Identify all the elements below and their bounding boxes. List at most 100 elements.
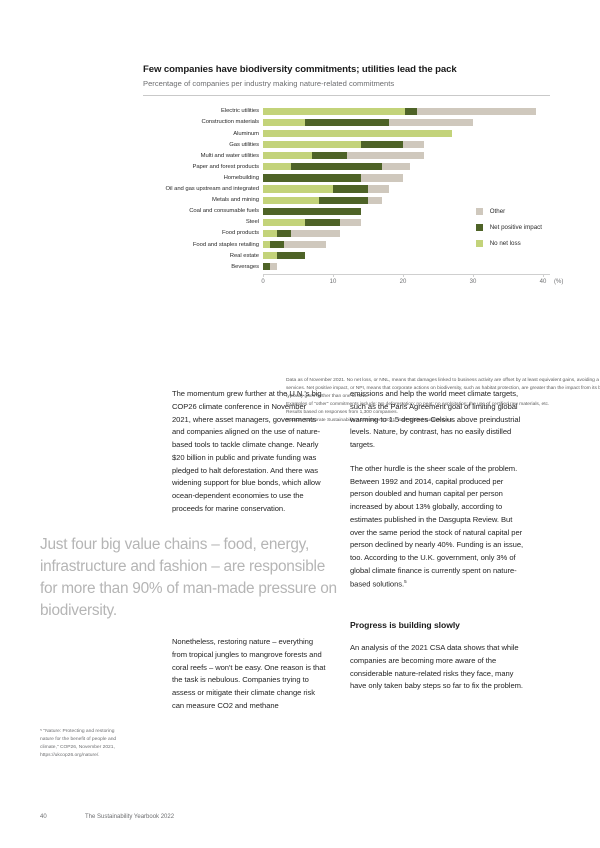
body-column-right-bottom: Progress is building slowly An analysis … [350, 620, 528, 704]
bar-segment [416, 107, 536, 115]
category-label: Steel [245, 219, 259, 226]
stacked-bar [263, 263, 277, 271]
axis-unit-label: (%) [554, 278, 564, 285]
bar-segment [270, 263, 277, 271]
category-label: Homebuilding [223, 174, 259, 181]
body-column-left-bottom: Nonetheless, restoring nature – everythi… [172, 636, 327, 724]
bar-segment [263, 218, 305, 226]
bar-segment [284, 240, 326, 249]
category-label: Multi and water utilities [200, 152, 259, 159]
category-label: Aluminum [233, 130, 259, 137]
stacked-bar [263, 196, 382, 204]
bar-row [263, 128, 550, 139]
paragraph-nonetheless: Nonetheless, restoring nature – everythi… [172, 637, 326, 710]
page-footer: 40 The Sustainability Yearbook 2022 [40, 814, 174, 820]
axis-tick [543, 273, 544, 277]
bar-segment [263, 207, 361, 215]
bar-row [263, 239, 550, 250]
section-heading: Progress is building slowly [350, 620, 460, 630]
bar-segment [263, 107, 406, 115]
footnote-text: ⁵ "Nature: Protecting and restoring natu… [40, 729, 117, 758]
bar-segment [403, 141, 424, 149]
footnote-marker-5: 5 [404, 578, 407, 584]
bar-segment [319, 196, 368, 204]
bar-segment [263, 152, 312, 160]
bar-row [263, 150, 550, 161]
bar-segment [263, 118, 305, 127]
bar-segment [263, 263, 270, 271]
chart-subtitle: Percentage of companies per industry mak… [143, 78, 395, 88]
bar-row [263, 106, 550, 117]
bar-row [263, 206, 550, 217]
bar-segment [361, 141, 403, 149]
chart-title: Few companies have biodiversity commitme… [143, 64, 457, 75]
stacked-bar [263, 118, 473, 127]
chart-note-line: Results based on responses from 1,300 co… [286, 409, 398, 415]
category-label: Real estate [229, 252, 259, 259]
paragraph-analysis: An analysis of the 2021 CSA data shows t… [350, 643, 523, 691]
axis-tick-label: 20 [399, 278, 407, 285]
bar-segment [291, 229, 340, 238]
axis-tick-label: 30 [469, 278, 477, 285]
stacked-bar [263, 141, 424, 149]
bar-row [263, 184, 550, 195]
category-label: Electric utilities [220, 108, 259, 115]
bar-segment [263, 196, 319, 204]
bar-segment [263, 185, 333, 193]
chart-note-line: Source: Corporate Sustainability Assessm… [286, 417, 454, 423]
category-label: Beverages [231, 263, 259, 270]
pull-quote: Just four big value chains – food, energ… [40, 536, 337, 619]
bar-segment [405, 107, 417, 115]
chart-block: Few companies have biodiversity commitme… [143, 64, 600, 423]
category-axis-labels: Electric utilities Construction materials… [143, 106, 259, 272]
axis-tick [403, 273, 404, 277]
bar-segment [340, 218, 361, 226]
bar-segment [263, 129, 452, 138]
axis-tick [263, 273, 264, 277]
legend-item[interactable]: Other [475, 206, 542, 218]
stacked-bar [263, 218, 361, 226]
chart-plot-area: Electric utilities Construction materials… [143, 106, 563, 285]
category-label: Metals and mining [212, 197, 259, 204]
category-label: Food and staples retailing [192, 241, 259, 248]
stacked-bar [263, 107, 536, 115]
chart-notes: Data as of November 2021. No net loss, o… [286, 377, 600, 425]
category-label: Construction materials [201, 119, 259, 126]
value-axis: 0 10 20 30 40 (%) [261, 273, 563, 292]
stacked-bar [263, 252, 305, 260]
legend-item[interactable]: No net loss [475, 238, 542, 250]
bar-segment [347, 152, 424, 160]
chart-legend: Other Net positive impact No net loss [475, 206, 542, 254]
axis-tick [333, 273, 334, 277]
category-label: Gas utilities [229, 141, 259, 148]
page-number: 40 [40, 814, 47, 820]
axis-tick-label: 40 [539, 278, 547, 285]
bar-segment [312, 152, 347, 160]
bar-segment [361, 174, 403, 182]
stacked-bar [263, 163, 410, 171]
body-column-left-top: The momentum grew further at the U.N.'s … [172, 388, 324, 527]
axis-tick [473, 273, 474, 277]
stacked-bar [263, 185, 389, 193]
bar-row [263, 139, 550, 150]
category-label: Food products [221, 230, 259, 237]
bar-segment [263, 252, 277, 260]
bar-row [263, 195, 550, 206]
legend-swatch [475, 224, 483, 232]
legend-item[interactable]: Net positive impact [475, 222, 542, 234]
bar-group [263, 106, 550, 274]
publication-name: The Sustainability Yearbook 2022 [85, 814, 175, 820]
bar-row [263, 217, 550, 228]
body-column-right-top: emissions and help the world meet climat… [350, 388, 528, 602]
legend-label: No net loss [489, 240, 521, 248]
axis-line [263, 273, 550, 275]
bar-segment [263, 141, 361, 149]
bar-segment [368, 185, 389, 193]
bar-segment [263, 240, 270, 249]
legend-label: Other [489, 208, 506, 216]
bar-segment [270, 240, 284, 249]
bar-row [263, 117, 550, 128]
chart-note-line: Data as of November 2021. No net loss, o… [286, 378, 600, 399]
stacked-bar [263, 174, 403, 182]
